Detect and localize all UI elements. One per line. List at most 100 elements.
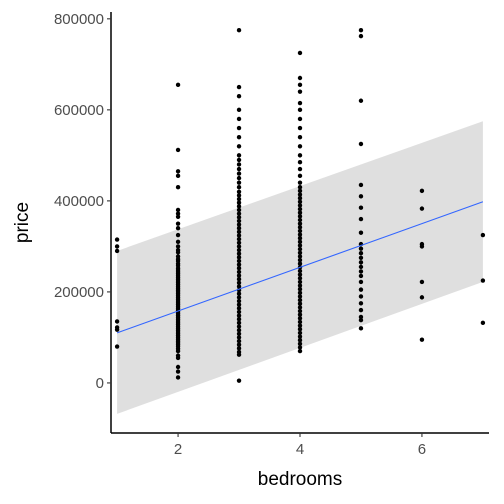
data-point — [236, 346, 242, 351]
data-point — [236, 352, 242, 357]
data-point — [236, 342, 242, 347]
data-point — [175, 375, 181, 380]
data-point — [358, 33, 364, 39]
data-point — [297, 134, 303, 140]
data-point — [297, 341, 303, 346]
data-point — [236, 28, 242, 33]
data-point — [236, 175, 242, 181]
data-point — [297, 239, 303, 245]
data-point — [297, 308, 303, 314]
data-point — [236, 215, 242, 220]
data-point — [236, 222, 242, 227]
data-point — [297, 301, 303, 306]
data-point — [297, 100, 303, 106]
y-tick-label: 800000 — [54, 11, 104, 28]
data-point — [297, 316, 303, 321]
data-point — [236, 166, 242, 172]
data-point — [297, 257, 303, 263]
data-point — [236, 84, 242, 90]
data-point — [358, 255, 364, 260]
data-point — [297, 290, 303, 296]
data-point — [114, 319, 120, 324]
data-point — [236, 313, 242, 318]
data-point — [358, 246, 364, 251]
data-point — [297, 279, 303, 285]
y-axis-title: price — [12, 202, 33, 243]
data-point — [236, 107, 242, 113]
data-point — [175, 244, 181, 249]
data-point — [236, 162, 242, 167]
data-point — [358, 317, 364, 323]
data-point — [358, 307, 364, 313]
data-point — [358, 182, 364, 188]
data-point — [297, 166, 303, 172]
data-point — [236, 200, 242, 205]
data-point — [297, 246, 303, 252]
data-point — [297, 195, 303, 201]
data-point — [358, 28, 364, 33]
data-point — [236, 225, 242, 231]
data-point — [175, 185, 181, 190]
data-point — [236, 204, 242, 209]
data-point — [236, 284, 242, 289]
data-point — [236, 171, 242, 176]
data-point — [236, 255, 242, 260]
data-point — [358, 98, 364, 103]
data-point — [236, 295, 242, 300]
data-point — [236, 269, 242, 275]
y-tick-label: 400000 — [54, 193, 104, 210]
data-point — [236, 207, 242, 213]
data-point — [297, 348, 303, 354]
data-point — [236, 338, 242, 344]
data-point — [236, 266, 242, 271]
data-point — [297, 323, 303, 328]
data-point — [175, 369, 181, 374]
data-point — [236, 125, 242, 131]
data-point — [236, 218, 242, 224]
data-point — [297, 297, 303, 303]
data-point — [236, 306, 242, 311]
data-point — [236, 211, 242, 216]
data-point — [297, 116, 303, 122]
data-point — [297, 236, 303, 241]
data-point — [358, 230, 364, 235]
data-point — [419, 295, 425, 300]
data-point — [236, 157, 242, 163]
data-point — [236, 280, 242, 286]
data-point — [236, 378, 242, 383]
data-point — [358, 141, 364, 147]
y-tick-label: 0 — [96, 375, 104, 392]
data-point — [236, 331, 242, 336]
data-point — [297, 286, 303, 292]
data-point — [297, 89, 303, 94]
data-point — [236, 244, 242, 249]
data-point — [419, 206, 425, 211]
data-point — [297, 294, 303, 299]
data-point — [236, 134, 242, 140]
data-point — [175, 232, 181, 238]
data-point — [358, 294, 364, 299]
data-point — [297, 250, 303, 255]
data-point — [358, 194, 364, 199]
data-point — [419, 337, 425, 342]
data-point — [175, 355, 181, 361]
x-tick-label: 2 — [174, 441, 182, 458]
x-tick-label: 6 — [418, 441, 426, 458]
y-tick-label: 600000 — [54, 102, 104, 119]
data-point — [297, 327, 303, 332]
data-point — [297, 188, 303, 194]
data-point — [236, 180, 242, 185]
data-point — [236, 335, 242, 340]
data-point — [297, 75, 303, 81]
data-point — [358, 287, 364, 292]
data-point — [297, 225, 303, 230]
data-point — [297, 276, 303, 281]
data-point — [297, 228, 303, 234]
data-point — [114, 344, 120, 349]
data-point — [236, 240, 242, 245]
data-point — [175, 221, 181, 226]
data-point — [236, 309, 242, 315]
data-point — [175, 147, 181, 153]
data-point — [297, 283, 303, 288]
data-point — [297, 125, 303, 131]
